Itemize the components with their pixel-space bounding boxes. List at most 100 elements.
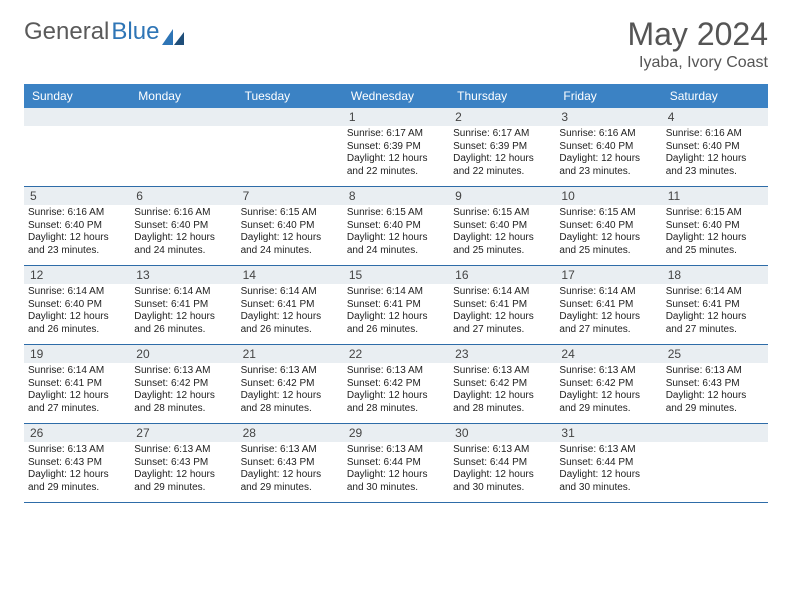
- sunset-label: Sunset: 6:42 PM: [347, 378, 445, 391]
- day-cell: 18Sunrise: 6:14 AMSunset: 6:41 PMDayligh…: [662, 266, 768, 344]
- daylight-label: Daylight: 12 hours and 23 minutes.: [559, 153, 657, 178]
- daylight-label: Daylight: 12 hours and 29 minutes.: [28, 469, 126, 494]
- sunset-label: Sunset: 6:40 PM: [28, 220, 126, 233]
- day-number: 17: [555, 266, 661, 284]
- sunrise-label: Sunrise: 6:17 AM: [347, 128, 445, 141]
- day-number: 23: [449, 345, 555, 363]
- sunset-label: Sunset: 6:43 PM: [241, 457, 339, 470]
- sunset-label: Sunset: 6:41 PM: [559, 299, 657, 312]
- daylight-label: Daylight: 12 hours and 24 minutes.: [347, 232, 445, 257]
- day-cell: 7Sunrise: 6:15 AMSunset: 6:40 PMDaylight…: [237, 187, 343, 265]
- sunrise-label: Sunrise: 6:13 AM: [559, 365, 657, 378]
- weekday-friday: Friday: [555, 84, 661, 108]
- daylight-label: Daylight: 12 hours and 22 minutes.: [347, 153, 445, 178]
- day-cell: 12Sunrise: 6:14 AMSunset: 6:40 PMDayligh…: [24, 266, 130, 344]
- day-number: 8: [343, 187, 449, 205]
- daylight-label: Daylight: 12 hours and 25 minutes.: [559, 232, 657, 257]
- day-cell: [237, 108, 343, 186]
- daylight-label: Daylight: 12 hours and 27 minutes.: [28, 390, 126, 415]
- day-cell: 26Sunrise: 6:13 AMSunset: 6:43 PMDayligh…: [24, 424, 130, 502]
- day-number: 14: [237, 266, 343, 284]
- sunrise-label: Sunrise: 6:14 AM: [241, 286, 339, 299]
- day-number: [237, 108, 343, 126]
- day-body: Sunrise: 6:13 AMSunset: 6:43 PMDaylight:…: [662, 363, 768, 419]
- day-cell: 15Sunrise: 6:14 AMSunset: 6:41 PMDayligh…: [343, 266, 449, 344]
- day-cell: 1Sunrise: 6:17 AMSunset: 6:39 PMDaylight…: [343, 108, 449, 186]
- daylight-label: Daylight: 12 hours and 26 minutes.: [347, 311, 445, 336]
- day-cell: 20Sunrise: 6:13 AMSunset: 6:42 PMDayligh…: [130, 345, 236, 423]
- daylight-label: Daylight: 12 hours and 27 minutes.: [666, 311, 764, 336]
- day-number: [130, 108, 236, 126]
- sunrise-label: Sunrise: 6:15 AM: [559, 207, 657, 220]
- day-cell: 16Sunrise: 6:14 AMSunset: 6:41 PMDayligh…: [449, 266, 555, 344]
- daylight-label: Daylight: 12 hours and 28 minutes.: [134, 390, 232, 415]
- day-cell: 27Sunrise: 6:13 AMSunset: 6:43 PMDayligh…: [130, 424, 236, 502]
- brand-logo: GeneralBlue: [24, 18, 184, 46]
- day-body: Sunrise: 6:15 AMSunset: 6:40 PMDaylight:…: [449, 205, 555, 261]
- sunrise-label: Sunrise: 6:13 AM: [559, 444, 657, 457]
- sunset-label: Sunset: 6:40 PM: [347, 220, 445, 233]
- sunset-label: Sunset: 6:40 PM: [453, 220, 551, 233]
- sunset-label: Sunset: 6:40 PM: [666, 141, 764, 154]
- daylight-label: Daylight: 12 hours and 29 minutes.: [134, 469, 232, 494]
- daylight-label: Daylight: 12 hours and 22 minutes.: [453, 153, 551, 178]
- day-body: Sunrise: 6:13 AMSunset: 6:44 PMDaylight:…: [343, 442, 449, 498]
- day-body: Sunrise: 6:13 AMSunset: 6:43 PMDaylight:…: [130, 442, 236, 498]
- day-cell: 9Sunrise: 6:15 AMSunset: 6:40 PMDaylight…: [449, 187, 555, 265]
- day-body: Sunrise: 6:13 AMSunset: 6:43 PMDaylight:…: [24, 442, 130, 498]
- day-number: 26: [24, 424, 130, 442]
- sunset-label: Sunset: 6:40 PM: [241, 220, 339, 233]
- day-body: Sunrise: 6:16 AMSunset: 6:40 PMDaylight:…: [130, 205, 236, 261]
- day-number: [662, 424, 768, 442]
- day-number: 28: [237, 424, 343, 442]
- day-cell: 17Sunrise: 6:14 AMSunset: 6:41 PMDayligh…: [555, 266, 661, 344]
- sunrise-label: Sunrise: 6:17 AM: [453, 128, 551, 141]
- sunset-label: Sunset: 6:42 PM: [241, 378, 339, 391]
- day-cell: 21Sunrise: 6:13 AMSunset: 6:42 PMDayligh…: [237, 345, 343, 423]
- sunset-label: Sunset: 6:43 PM: [134, 457, 232, 470]
- sunrise-label: Sunrise: 6:16 AM: [666, 128, 764, 141]
- calendar-grid: Sunday Monday Tuesday Wednesday Thursday…: [24, 84, 768, 503]
- day-body: Sunrise: 6:15 AMSunset: 6:40 PMDaylight:…: [237, 205, 343, 261]
- week-row: 1Sunrise: 6:17 AMSunset: 6:39 PMDaylight…: [24, 108, 768, 187]
- day-cell: 3Sunrise: 6:16 AMSunset: 6:40 PMDaylight…: [555, 108, 661, 186]
- day-cell: 28 Sunrise: 6:13 AMSunset: 6:43 PMDayligh…: [237, 424, 343, 502]
- daylight-label: Daylight: 12 hours and 30 minutes.: [559, 469, 657, 494]
- day-number: 15: [343, 266, 449, 284]
- day-body: Sunrise: 6:14 AMSunset: 6:41 PMDaylight:…: [662, 284, 768, 340]
- sunset-label: Sunset: 6:41 PM: [241, 299, 339, 312]
- daylight-label: Daylight: 12 hours and 26 minutes.: [241, 311, 339, 336]
- day-cell: 31Sunrise: 6:13 AMSunset: 6:44 PMDayligh…: [555, 424, 661, 502]
- daylight-label: Daylight: 12 hours and 27 minutes.: [453, 311, 551, 336]
- day-cell: 23Sunrise: 6:13 AMSunset: 6:42 PMDayligh…: [449, 345, 555, 423]
- day-cell: 24Sunrise: 6:13 AMSunset: 6:42 PMDayligh…: [555, 345, 661, 423]
- day-number: 3: [555, 108, 661, 126]
- day-body: Sunrise: 6:14 AMSunset: 6:40 PMDaylight:…: [24, 284, 130, 340]
- weekday-wednesday: Wednesday: [343, 84, 449, 108]
- day-cell: 19Sunrise: 6:14 AMSunset: 6:41 PMDayligh…: [24, 345, 130, 423]
- sunrise-label: Sunrise: 6:13 AM: [453, 365, 551, 378]
- day-number: 27: [130, 424, 236, 442]
- brand-part1: General: [24, 18, 109, 46]
- sunrise-label: Sunrise: 6:13 AM: [241, 365, 339, 378]
- day-body: Sunrise: 6:14 AMSunset: 6:41 PMDaylight:…: [343, 284, 449, 340]
- sunset-label: Sunset: 6:41 PM: [347, 299, 445, 312]
- sunrise-label: Sunrise: 6:13 AM: [134, 444, 232, 457]
- day-cell: 11Sunrise: 6:15 AMSunset: 6:40 PMDayligh…: [662, 187, 768, 265]
- sunrise-label: Sunrise: 6:13 AM: [347, 444, 445, 457]
- sunrise-label: Sunrise: 6:14 AM: [134, 286, 232, 299]
- daylight-label: Daylight: 12 hours and 25 minutes.: [666, 232, 764, 257]
- daylight-label: Daylight: 12 hours and 29 minutes.: [241, 469, 339, 494]
- sunrise-label: Sunrise: 6:14 AM: [28, 365, 126, 378]
- day-number: 16: [449, 266, 555, 284]
- daylight-label: Daylight: 12 hours and 23 minutes.: [666, 153, 764, 178]
- sunrise-label: Sunrise: 6:14 AM: [559, 286, 657, 299]
- sunrise-label: Sunrise: 6:13 AM: [241, 444, 339, 457]
- day-body: Sunrise: 6:14 AMSunset: 6:41 PMDaylight:…: [130, 284, 236, 340]
- day-body: Sunrise: 6:13 AMSunset: 6:42 PMDaylight:…: [343, 363, 449, 419]
- sunrise-label: Sunrise: 6:13 AM: [28, 444, 126, 457]
- day-body: Sunrise: 6:16 AMSunset: 6:40 PMDaylight:…: [24, 205, 130, 261]
- sunrise-label: Sunrise: 6:13 AM: [453, 444, 551, 457]
- weekday-thursday: Thursday: [449, 84, 555, 108]
- daylight-label: Daylight: 12 hours and 28 minutes.: [453, 390, 551, 415]
